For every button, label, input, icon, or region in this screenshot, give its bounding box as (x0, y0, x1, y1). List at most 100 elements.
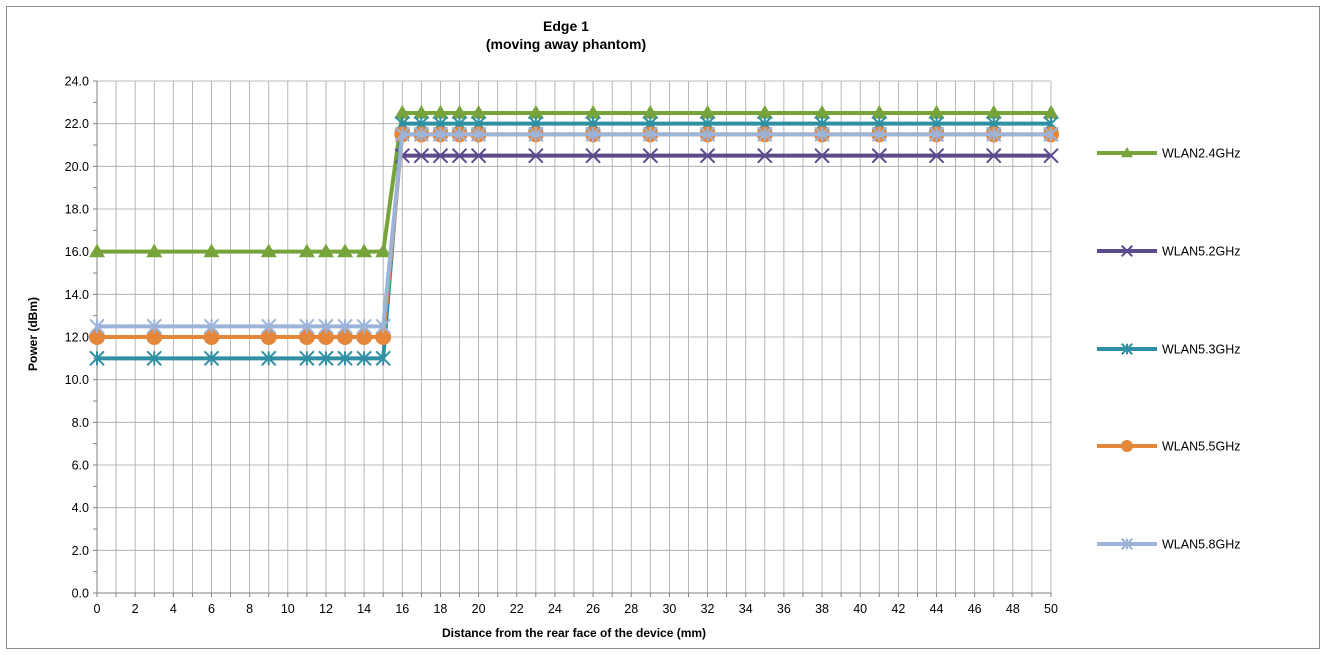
data-point-WLAN5.2GHz (757, 147, 773, 164)
data-point-WLAN2.4GHz (203, 243, 220, 258)
legend-swatch-marker (1121, 245, 1133, 257)
data-point-WLAN5.2GHz (585, 147, 601, 164)
data-point-WLAN5.8GHz (871, 126, 887, 143)
data-point-WLAN5.5GHz (375, 329, 392, 345)
series-line-WLAN2.4GHz (97, 111, 1051, 254)
data-point-WLAN5.8GHz (299, 318, 315, 335)
data-point-WLAN2.4GHz (260, 243, 277, 258)
y-tick-label: 24.0 (65, 75, 89, 89)
x-tick-label: 32 (701, 602, 715, 616)
data-point-WLAN5.8GHz (337, 318, 353, 335)
data-point-WLAN5.2GHz (814, 147, 830, 164)
legend-label: WLAN5.2GHz (1162, 245, 1241, 259)
y-tick-label: 14.0 (65, 288, 89, 302)
data-point-WLAN5.2GHz (432, 147, 449, 164)
x-tick-label: 30 (662, 602, 676, 616)
x-tick-label: 8 (246, 602, 253, 616)
data-point-WLAN5.8GHz (146, 318, 162, 335)
data-point-WLAN2.4GHz (89, 243, 105, 258)
x-axis-title: Distance from the rear face of the devic… (442, 626, 706, 640)
x-tick-label: 34 (739, 602, 753, 616)
tick-label-layer: 0 2 4 6 8 10 12 14 16 18 20 22 24 26 28 30 32 34 36 38 40 42 4… (65, 75, 1058, 617)
data-point-WLAN5.3GHz (337, 350, 353, 367)
data-point-WLAN5.5GHz (298, 329, 315, 345)
series-line-WLAN5.3GHz (97, 121, 1051, 361)
data-point-WLAN2.4GHz (375, 243, 392, 258)
data-point-WLAN5.8GHz (203, 318, 220, 335)
data-point-WLAN5.5GHz (89, 329, 105, 345)
data-point-WLAN5.8GHz (757, 126, 773, 143)
x-tick-label: 42 (891, 602, 905, 616)
data-point-WLAN5.2GHz (699, 147, 716, 164)
data-point-WLAN5.8GHz (432, 126, 449, 143)
legend-item-WLAN5.5GHz: WLAN5.5GHz (1097, 440, 1241, 454)
series-layer (89, 105, 1059, 367)
data-point-WLAN5.3GHz (375, 350, 391, 367)
legend-label: WLAN5.8GHz (1162, 538, 1241, 552)
data-point-WLAN5.8GHz (470, 126, 487, 143)
y-tick-label: 18.0 (65, 203, 89, 217)
data-point-WLAN5.8GHz (318, 318, 334, 335)
data-point-WLAN5.8GHz (642, 126, 659, 143)
x-tick-label: 14 (357, 602, 371, 616)
x-tick-label: 50 (1044, 602, 1058, 616)
x-tick-label: 10 (281, 602, 295, 616)
legend-item-WLAN2.4GHz: WLAN2.4GHz (1097, 147, 1241, 161)
data-point-WLAN2.4GHz (394, 105, 411, 119)
chart-title-line-2: (moving away phantom) (486, 36, 646, 52)
data-point-WLAN2.4GHz (432, 105, 449, 119)
data-point-WLAN5.8GHz (1043, 126, 1059, 143)
data-point-WLAN5.2GHz (986, 147, 1002, 164)
x-tick-label: 40 (853, 602, 867, 616)
data-point-WLAN2.4GHz (928, 105, 945, 119)
data-point-WLAN5.5GHz (203, 329, 220, 345)
x-tick-label: 6 (208, 602, 215, 616)
data-point-WLAN2.4GHz (699, 105, 716, 119)
chart-title-line-1: Edge 1 (543, 18, 589, 34)
data-point-WLAN2.4GHz (470, 105, 487, 119)
y-axis-title: Power (dBm) (26, 297, 40, 371)
y-tick-label: 2.0 (72, 544, 89, 558)
data-point-WLAN2.4GHz (1043, 105, 1059, 119)
series-line-WLAN5.8GHz (97, 132, 1051, 329)
data-point-WLAN2.4GHz (871, 105, 888, 119)
legend-swatch-marker (1121, 440, 1133, 452)
data-point-WLAN5.2GHz (470, 147, 487, 164)
x-tick-label: 0 (94, 602, 101, 616)
data-point-WLAN2.4GHz (585, 105, 602, 119)
data-point-WLAN5.5GHz (356, 329, 373, 345)
series-WLAN5.2GHz (394, 147, 1059, 164)
data-point-WLAN2.4GHz (356, 243, 373, 258)
series-WLAN2.4GHz (89, 105, 1059, 258)
data-point-WLAN5.3GHz (299, 350, 315, 367)
data-point-WLAN5.2GHz (1043, 147, 1059, 164)
x-tick-label: 28 (624, 602, 638, 616)
data-point-WLAN2.4GHz (527, 105, 544, 119)
y-tick-label: 20.0 (65, 160, 89, 174)
x-tick-label: 16 (395, 602, 409, 616)
data-point-WLAN5.2GHz (642, 147, 659, 164)
data-point-WLAN2.4GHz (317, 243, 334, 258)
data-point-WLAN2.4GHz (756, 105, 773, 119)
x-tick-label: 38 (815, 602, 829, 616)
data-point-WLAN5.2GHz (413, 147, 430, 164)
legend-label: WLAN5.5GHz (1162, 440, 1241, 454)
data-point-WLAN5.8GHz (814, 126, 830, 143)
legend-label: WLAN5.3GHz (1162, 343, 1241, 357)
legend-item-WLAN5.8GHz: WLAN5.8GHz (1097, 538, 1241, 552)
data-point-WLAN2.4GHz (298, 243, 315, 258)
legend-swatch-marker (1121, 538, 1133, 550)
data-point-WLAN5.3GHz (146, 350, 162, 367)
data-point-WLAN5.2GHz (871, 147, 887, 164)
legend: WLAN2.4GHz WLAN5.2GHz WLAN5.3GHz WLAN5.5GHz… (1097, 147, 1241, 552)
legend-swatch-marker (1121, 343, 1133, 355)
legend-label: WLAN2.4GHz (1162, 147, 1241, 161)
legend-swatch-marker (1121, 147, 1133, 158)
data-point-WLAN5.2GHz (928, 147, 945, 164)
x-tick-label: 20 (472, 602, 486, 616)
data-point-WLAN5.8GHz (261, 318, 277, 335)
y-tick-label: 4.0 (72, 501, 89, 515)
x-tick-label: 22 (510, 602, 524, 616)
data-point-WLAN5.3GHz (203, 350, 220, 367)
